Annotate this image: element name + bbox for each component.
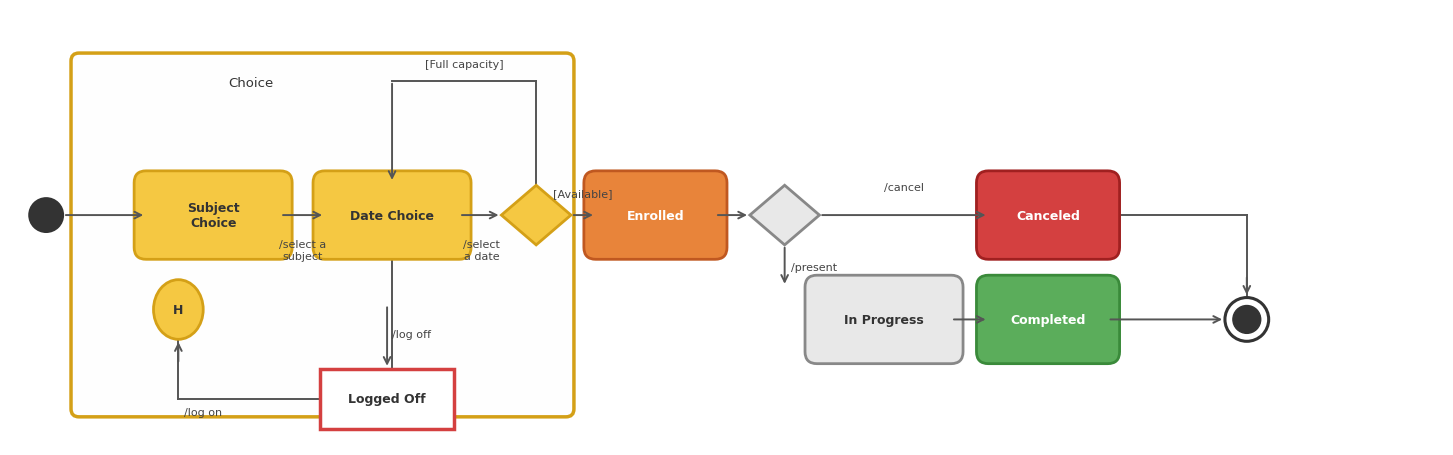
FancyBboxPatch shape — [976, 172, 1120, 260]
Text: [Full capacity]: [Full capacity] — [426, 60, 504, 70]
Text: [Available]: [Available] — [554, 189, 613, 199]
Circle shape — [1225, 298, 1268, 342]
Bar — [320, 369, 455, 429]
Text: Enrolled: Enrolled — [626, 209, 684, 222]
Ellipse shape — [154, 280, 203, 339]
Circle shape — [1234, 306, 1261, 334]
Text: Canceled: Canceled — [1016, 209, 1080, 222]
Text: Logged Off: Logged Off — [349, 393, 426, 405]
FancyBboxPatch shape — [976, 276, 1120, 364]
Text: Completed: Completed — [1010, 313, 1085, 326]
Circle shape — [29, 199, 62, 233]
FancyBboxPatch shape — [805, 276, 963, 364]
Text: /log on: /log on — [185, 407, 222, 417]
FancyBboxPatch shape — [71, 54, 574, 417]
Text: Choice: Choice — [228, 77, 273, 90]
FancyBboxPatch shape — [312, 172, 471, 260]
Polygon shape — [501, 186, 571, 245]
Text: /log off: /log off — [392, 329, 432, 339]
FancyBboxPatch shape — [584, 172, 726, 260]
Polygon shape — [750, 186, 819, 245]
FancyBboxPatch shape — [134, 172, 292, 260]
Text: H: H — [173, 303, 183, 316]
Text: /select a
subject: /select a subject — [279, 239, 327, 261]
Text: In Progress: In Progress — [844, 313, 924, 326]
Text: /cancel: /cancel — [883, 183, 924, 193]
Text: /present: /present — [792, 262, 837, 272]
Text: Date Choice: Date Choice — [350, 209, 434, 222]
Text: Subject
Choice: Subject Choice — [187, 202, 240, 230]
Text: /select
a date: /select a date — [464, 239, 500, 261]
